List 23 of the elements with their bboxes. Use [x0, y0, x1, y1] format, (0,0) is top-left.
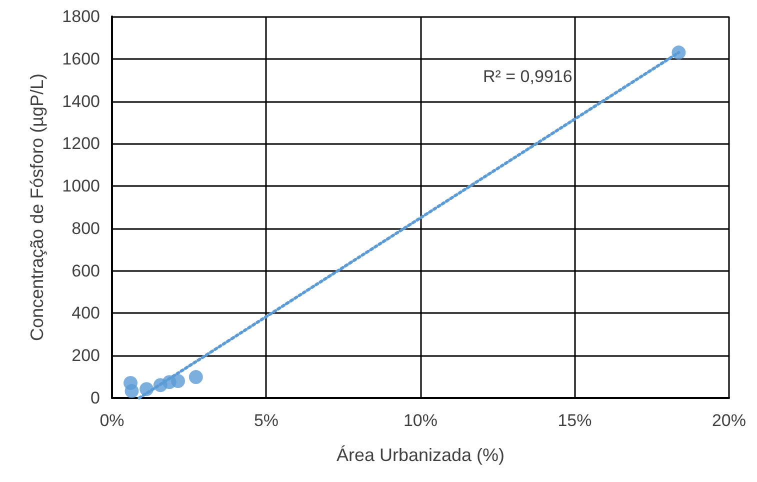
y-tick-label: 1400 [62, 92, 100, 111]
x-tick-label: 10% [403, 411, 438, 430]
y-tick-label: 800 [72, 218, 100, 238]
y-axis-title: Concentração de Fósforo (µgP/L) [27, 73, 47, 342]
point [124, 384, 139, 398]
y-tick-label: 1600 [62, 49, 100, 68]
point [188, 370, 203, 384]
x-tick-label: 15% [558, 411, 592, 430]
y-tick-label: 400 [72, 304, 100, 323]
point [140, 382, 154, 396]
x-axis-title: Área Urbanizada (%) [336, 445, 505, 465]
y-tick-label: 0 [90, 388, 100, 408]
y-tick-label: 1200 [62, 134, 100, 154]
point [672, 46, 686, 60]
point [171, 374, 186, 388]
y-tick-label: 1800 [62, 7, 100, 26]
annotation: R² = 0,9916 [483, 67, 572, 86]
x-tick-label: 20% [712, 411, 746, 430]
x-tick-label: 0% [100, 411, 124, 430]
y-tick-label: 600 [72, 261, 100, 280]
y-tick-label: 1000 [62, 176, 100, 196]
x-tick-label: 5% [254, 411, 279, 430]
y-tick-label: 200 [72, 346, 100, 366]
